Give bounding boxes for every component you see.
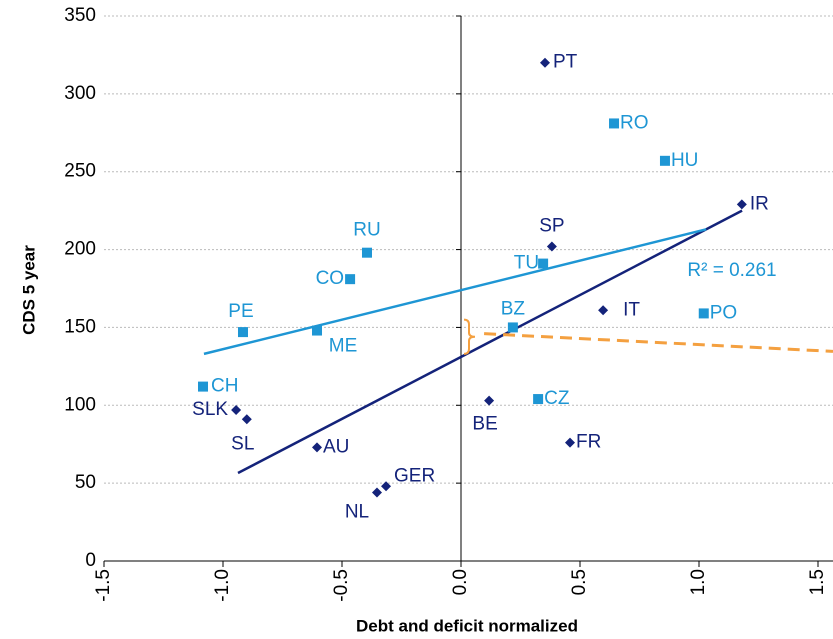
point (241, 414, 252, 425)
point (312, 442, 323, 453)
point (312, 325, 323, 336)
point (371, 487, 382, 498)
point-label: IR (750, 193, 769, 214)
point-label: SL (231, 433, 254, 454)
trend-line (484, 332, 833, 353)
y-tick-label: 250 (64, 161, 96, 182)
y-axis-title: CDS 5 year (19, 245, 38, 335)
y-tick-label: 50 (75, 472, 96, 493)
point (698, 308, 709, 319)
point (237, 327, 248, 338)
point-label: FR (576, 432, 601, 453)
x-tick-label: 1.0 (688, 569, 709, 595)
point-label: RU (353, 220, 380, 241)
y-tick-label: 150 (64, 316, 96, 337)
y-tick-label: 350 (64, 5, 96, 26)
point-label: IT (623, 299, 640, 320)
x-tick-label: -0.5 (331, 569, 352, 602)
point-label: HU (671, 150, 698, 171)
x-tick-label: 1.5 (807, 569, 828, 595)
point (565, 437, 576, 448)
point (484, 395, 495, 406)
point-label: CZ (544, 388, 570, 409)
y-tick-label: 300 (64, 83, 96, 104)
point (538, 258, 549, 269)
point-label: RO (620, 112, 649, 133)
point (736, 199, 747, 210)
point (598, 305, 609, 316)
point-label: AU (323, 436, 349, 457)
point (540, 57, 551, 68)
point-label: NL (345, 502, 369, 523)
point-label: GER (394, 465, 435, 486)
point (609, 118, 620, 129)
point-label: PE (228, 301, 253, 322)
point (345, 274, 356, 285)
y-tick-label: 200 (64, 239, 96, 260)
x-tick-label: 0.5 (569, 569, 590, 595)
point-label: SP (539, 215, 564, 236)
point-label: CH (211, 376, 238, 397)
point-label: BZ (501, 298, 526, 319)
x-axis-title: Debt and deficit normalized (356, 616, 578, 635)
y-tick-label: 0 (85, 550, 96, 571)
annotation: R² = 0.261 (687, 260, 776, 281)
point (533, 394, 544, 405)
point (231, 404, 242, 415)
point-label: PT (553, 52, 578, 73)
point-label: BE (472, 414, 497, 435)
point-label: TU (514, 253, 539, 274)
point (546, 241, 557, 252)
point (507, 322, 518, 333)
y-tick-label: 100 (64, 394, 96, 415)
x-tick-label: -1.0 (212, 569, 233, 602)
x-tick-label: -1.5 (93, 569, 114, 602)
point-label: ME (329, 336, 358, 357)
brace (463, 318, 476, 355)
point (381, 481, 392, 492)
trend-line (203, 228, 707, 356)
point-label: SLK (192, 399, 228, 420)
point (659, 155, 670, 166)
trend-line (237, 209, 743, 475)
x-tick-label: 0.0 (450, 569, 471, 595)
point (198, 381, 209, 392)
point (361, 247, 372, 258)
point-label: PO (710, 302, 737, 323)
point-label: CO (316, 268, 345, 289)
